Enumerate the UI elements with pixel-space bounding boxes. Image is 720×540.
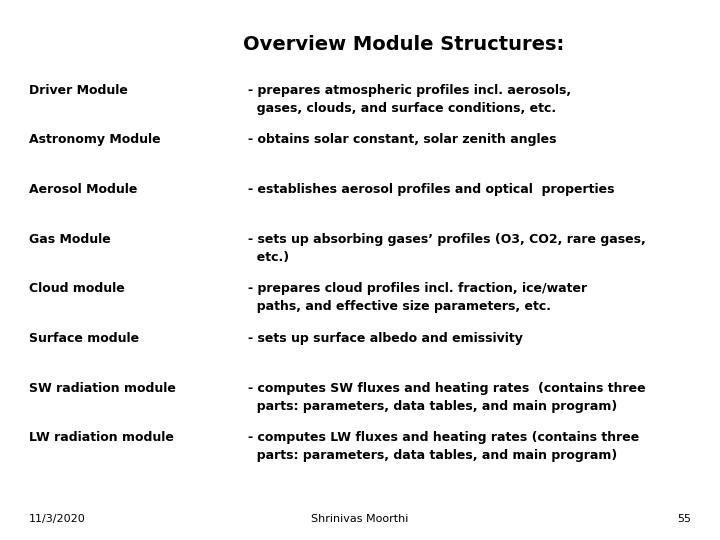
Text: 11/3/2020: 11/3/2020 [29,514,86,524]
Text: - computes LW fluxes and heating rates (contains three
  parts: parameters, data: - computes LW fluxes and heating rates (… [248,431,639,462]
Text: Gas Module: Gas Module [29,233,111,246]
Text: 55: 55 [678,514,691,524]
Text: - establishes aerosol profiles and optical  properties: - establishes aerosol profiles and optic… [248,183,615,196]
Text: Overview Module Structures:: Overview Module Structures: [243,35,564,54]
Text: - prepares atmospheric profiles incl. aerosols,
  gases, clouds, and surface con: - prepares atmospheric profiles incl. ae… [248,84,572,114]
Text: Driver Module: Driver Module [29,84,127,97]
Text: Shrinivas Moorthi: Shrinivas Moorthi [311,514,409,524]
Text: - sets up absorbing gases’ profiles (O3, CO2, rare gases,
  etc.): - sets up absorbing gases’ profiles (O3,… [248,233,646,264]
Text: Astronomy Module: Astronomy Module [29,133,161,146]
Text: - prepares cloud profiles incl. fraction, ice/water
  paths, and effective size : - prepares cloud profiles incl. fraction… [248,282,588,313]
Text: Surface module: Surface module [29,332,139,345]
Text: SW radiation module: SW radiation module [29,382,176,395]
Text: Aerosol Module: Aerosol Module [29,183,138,196]
Text: Cloud module: Cloud module [29,282,125,295]
Text: - obtains solar constant, solar zenith angles: - obtains solar constant, solar zenith a… [248,133,557,146]
Text: - computes SW fluxes and heating rates  (contains three
  parts: parameters, dat: - computes SW fluxes and heating rates (… [248,382,646,413]
Text: - sets up surface albedo and emissivity: - sets up surface albedo and emissivity [248,332,523,345]
Text: LW radiation module: LW radiation module [29,431,174,444]
